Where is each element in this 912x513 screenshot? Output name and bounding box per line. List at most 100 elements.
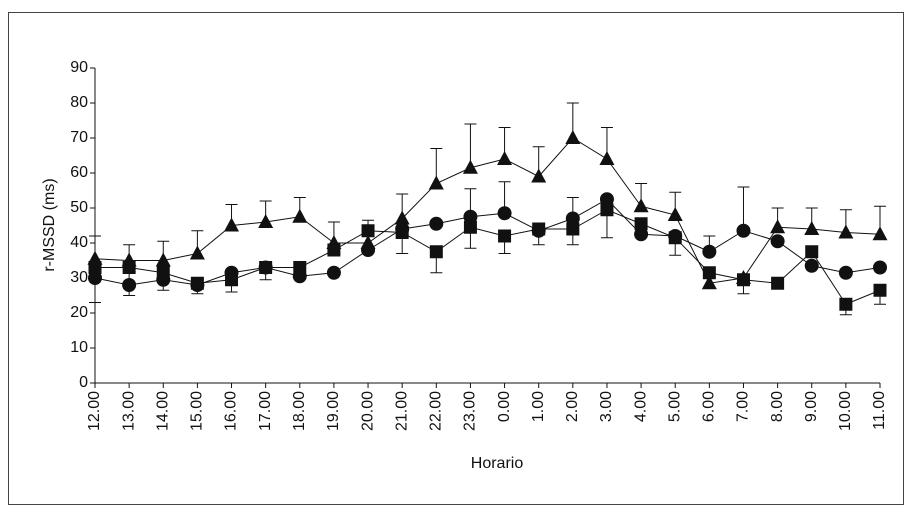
point xyxy=(88,261,102,274)
point xyxy=(429,245,443,259)
point xyxy=(532,222,546,236)
x-tick-label: 21.00 xyxy=(393,391,410,431)
x-tick-label: 4.00 xyxy=(632,391,649,422)
x-tick-label: 6.00 xyxy=(701,391,718,422)
series-line xyxy=(94,198,881,286)
point xyxy=(155,252,171,267)
x-tick-label: 23.00 xyxy=(462,391,479,431)
point xyxy=(770,219,786,234)
point xyxy=(873,283,887,297)
point xyxy=(804,258,819,273)
point xyxy=(701,275,717,290)
point xyxy=(770,234,785,249)
point xyxy=(462,159,478,174)
point xyxy=(463,220,477,234)
x-tick-label: 5.00 xyxy=(666,391,683,422)
point xyxy=(599,151,615,165)
y-tick-label: 0 xyxy=(79,374,88,391)
x-tick-label: 16.00 xyxy=(223,391,240,431)
x-tick-label: 12.00 xyxy=(86,391,103,431)
x-tick-label: 20.00 xyxy=(359,391,376,431)
point xyxy=(565,211,580,226)
series-line xyxy=(94,137,881,284)
x-tick-label: 8.00 xyxy=(769,391,786,422)
y-tick-label: 60 xyxy=(70,164,88,181)
point xyxy=(122,278,137,292)
point xyxy=(497,206,512,221)
point xyxy=(805,245,819,259)
point xyxy=(258,214,274,228)
point xyxy=(88,271,102,285)
x-tick-label: 18.00 xyxy=(291,391,308,431)
point xyxy=(326,265,341,280)
point xyxy=(804,221,820,235)
point xyxy=(634,217,648,231)
point xyxy=(634,227,649,242)
point xyxy=(327,243,341,257)
point xyxy=(394,210,410,225)
x-tick-label: 22.00 xyxy=(428,391,445,431)
point xyxy=(531,168,547,183)
point xyxy=(428,175,444,190)
point xyxy=(463,209,478,224)
point xyxy=(873,260,887,275)
point xyxy=(292,208,308,223)
point xyxy=(839,297,853,311)
point xyxy=(702,266,716,280)
x-tick-label: 15.00 xyxy=(189,391,206,431)
x-tick-label: 11.00 xyxy=(871,391,888,430)
y-tick-label: 40 xyxy=(70,234,88,251)
point xyxy=(361,243,376,257)
x-tick-label: 7.00 xyxy=(735,391,752,422)
y-tick-label: 20 xyxy=(70,304,88,321)
point xyxy=(736,223,751,238)
point xyxy=(667,207,683,221)
point xyxy=(599,192,614,207)
y-axis-label: r-MSSD (ms) xyxy=(41,178,58,271)
x-tick-label: 3.00 xyxy=(598,391,615,422)
point xyxy=(429,216,444,231)
y-tick-label: 50 xyxy=(70,199,88,216)
frame xyxy=(8,12,904,505)
point xyxy=(702,244,717,259)
y-tick-label: 70 xyxy=(70,129,88,146)
point xyxy=(566,222,580,236)
point xyxy=(122,261,136,274)
point xyxy=(600,203,614,217)
y-tick-label: 90 xyxy=(70,59,88,76)
point xyxy=(497,151,513,165)
point xyxy=(498,229,512,243)
x-tick-label: 19.00 xyxy=(325,391,342,431)
x-axis-label: Horario xyxy=(471,455,524,472)
y-tick-label: 30 xyxy=(70,269,88,286)
point xyxy=(361,224,375,238)
x-tick-label: 13.00 xyxy=(120,391,137,431)
point xyxy=(838,224,854,239)
x-tick-label: 1.00 xyxy=(530,391,547,422)
y-tick-label: 80 xyxy=(70,94,88,111)
x-tick-label: 2.00 xyxy=(564,391,581,422)
y-tick-label: 10 xyxy=(70,339,88,356)
point xyxy=(225,273,239,287)
point xyxy=(189,245,205,260)
point xyxy=(633,198,649,213)
point xyxy=(736,273,750,287)
series-line xyxy=(95,209,881,305)
point xyxy=(259,261,273,274)
x-tick-label: 10.00 xyxy=(837,391,854,431)
x-tick-label: 17.00 xyxy=(257,391,274,431)
point xyxy=(771,276,785,290)
point xyxy=(668,231,682,245)
x-tick-label: 0.00 xyxy=(496,391,513,422)
point xyxy=(293,261,307,274)
point xyxy=(872,226,888,241)
point xyxy=(838,265,853,280)
point xyxy=(395,226,409,239)
point xyxy=(224,217,240,232)
point xyxy=(190,276,204,290)
point xyxy=(156,266,170,280)
point xyxy=(565,130,581,144)
x-tick-label: 14.00 xyxy=(154,391,171,431)
x-tick-label: 9.00 xyxy=(803,391,820,422)
